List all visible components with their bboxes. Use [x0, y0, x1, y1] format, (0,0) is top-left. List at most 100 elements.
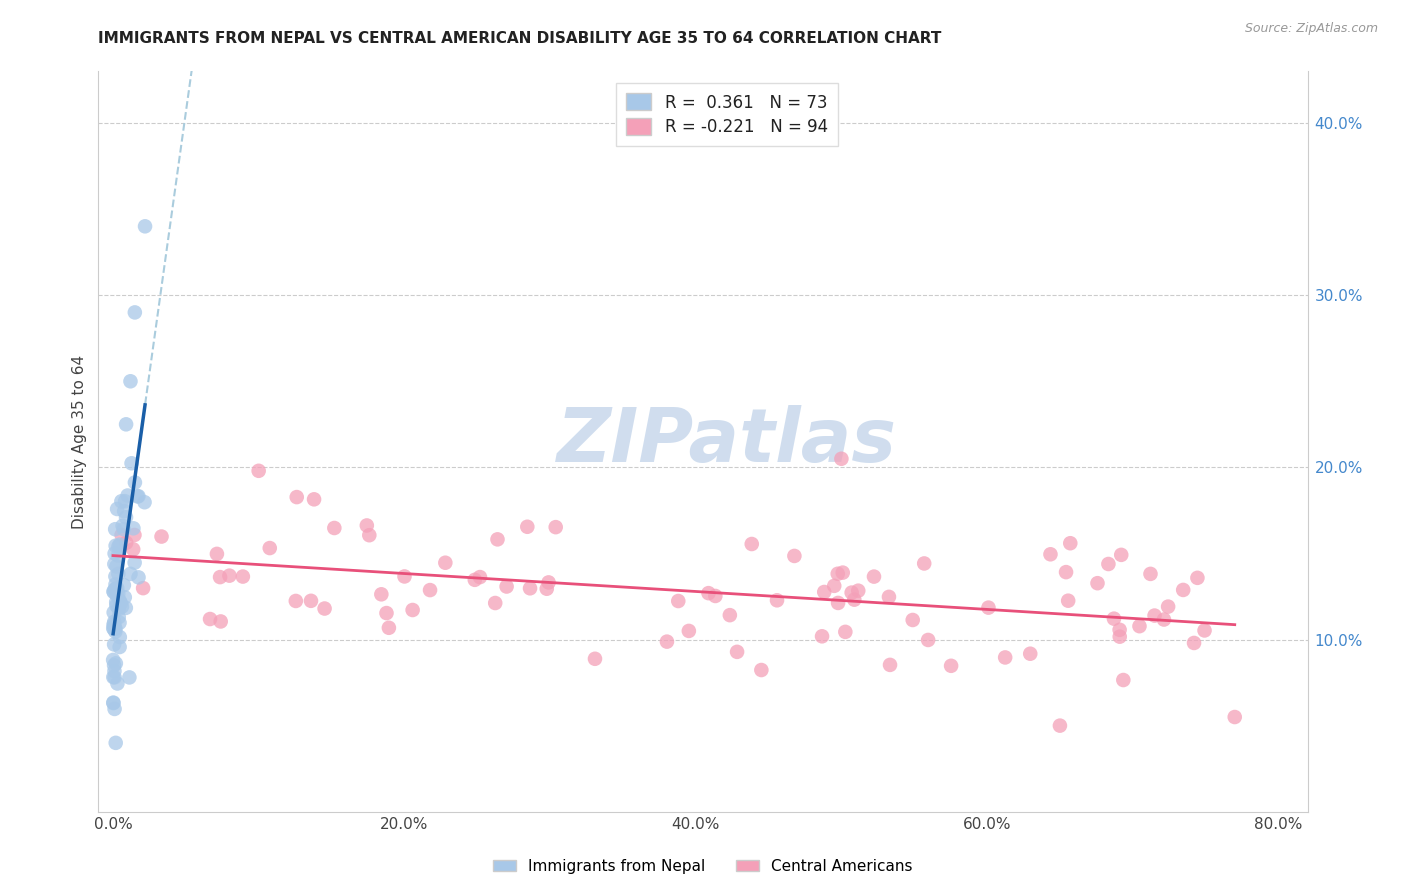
Point [122, 542, 145, 557]
Point [198, 612, 221, 626]
Point [697, 586, 720, 600]
Point [516, 520, 538, 534]
Point [103, 585, 125, 599]
Point [107, 540, 129, 554]
Point [323, 521, 346, 535]
Point [536, 582, 558, 596]
Point [1054, 565, 1077, 579]
Point [912, 557, 935, 571]
Point [1057, 593, 1080, 607]
Point [917, 632, 939, 647]
Point [877, 590, 900, 604]
Point [232, 569, 254, 583]
Point [103, 619, 125, 633]
Point [1019, 647, 1042, 661]
Point [103, 696, 125, 710]
Point [108, 593, 131, 607]
Point [1194, 624, 1216, 638]
Text: IMMIGRANTS FROM NEPAL VS CENTRAL AMERICAN DISABILITY AGE 35 TO 64 CORRELATION CH: IMMIGRANTS FROM NEPAL VS CENTRAL AMERICA… [98, 31, 942, 46]
Point [132, 581, 155, 595]
Point [112, 504, 135, 518]
Point [110, 494, 132, 508]
Point [124, 528, 146, 542]
Point [108, 615, 131, 630]
Point [115, 600, 138, 615]
Point [863, 569, 886, 583]
Point [484, 596, 506, 610]
Point [103, 606, 125, 620]
Point [375, 606, 398, 620]
Point [134, 495, 156, 509]
Point [105, 595, 128, 609]
Point [1109, 548, 1132, 562]
Y-axis label: Disability Age 35 to 64: Disability Age 35 to 64 [72, 354, 87, 529]
Point [104, 577, 127, 591]
Point [519, 582, 541, 596]
Point [103, 702, 125, 716]
Point [107, 549, 129, 563]
Point [1173, 582, 1195, 597]
Point [114, 591, 136, 605]
Point [105, 559, 128, 574]
Point [121, 456, 143, 470]
Point [813, 585, 835, 599]
Point [107, 676, 129, 690]
Point [103, 584, 125, 599]
Point [103, 696, 125, 710]
Point [115, 510, 138, 524]
Point [107, 610, 129, 624]
Point [1112, 673, 1135, 687]
Point [766, 593, 789, 607]
Point [108, 630, 131, 644]
Point [103, 557, 125, 571]
Point [218, 568, 240, 582]
Point [128, 570, 150, 584]
Point [419, 583, 441, 598]
Point [101, 653, 124, 667]
Point [110, 528, 132, 542]
Point [1128, 619, 1150, 633]
Point [104, 569, 127, 583]
Point [104, 670, 127, 684]
Point [495, 580, 517, 594]
Text: Source: ZipAtlas.com: Source: ZipAtlas.com [1244, 22, 1378, 36]
Point [111, 518, 134, 533]
Point [104, 539, 127, 553]
Point [127, 489, 149, 503]
Point [127, 490, 149, 504]
Legend: R =  0.361   N = 73, R = -0.221   N = 94: R = 0.361 N = 73, R = -0.221 N = 94 [616, 83, 838, 146]
Point [468, 570, 491, 584]
Point [314, 601, 336, 615]
Point [103, 664, 125, 678]
Point [120, 374, 142, 388]
Point [105, 581, 128, 595]
Point [150, 530, 173, 544]
Point [134, 219, 156, 234]
Point [1039, 547, 1062, 561]
Point [827, 566, 849, 581]
Point [118, 670, 141, 684]
Point [544, 520, 567, 534]
Point [103, 615, 125, 629]
Point [1102, 612, 1125, 626]
Point [977, 600, 1000, 615]
Point [285, 490, 308, 504]
Point [1223, 710, 1246, 724]
Point [103, 617, 125, 632]
Point [108, 640, 131, 654]
Point [1187, 571, 1209, 585]
Point [1049, 718, 1071, 732]
Point [1153, 613, 1175, 627]
Point [103, 637, 125, 651]
Point [205, 547, 228, 561]
Point [655, 634, 678, 648]
Point [486, 533, 509, 547]
Point [115, 535, 138, 549]
Point [841, 585, 863, 599]
Point [370, 587, 392, 601]
Point [284, 594, 307, 608]
Point [209, 570, 232, 584]
Point [103, 658, 125, 673]
Point [104, 522, 127, 536]
Point [811, 629, 834, 643]
